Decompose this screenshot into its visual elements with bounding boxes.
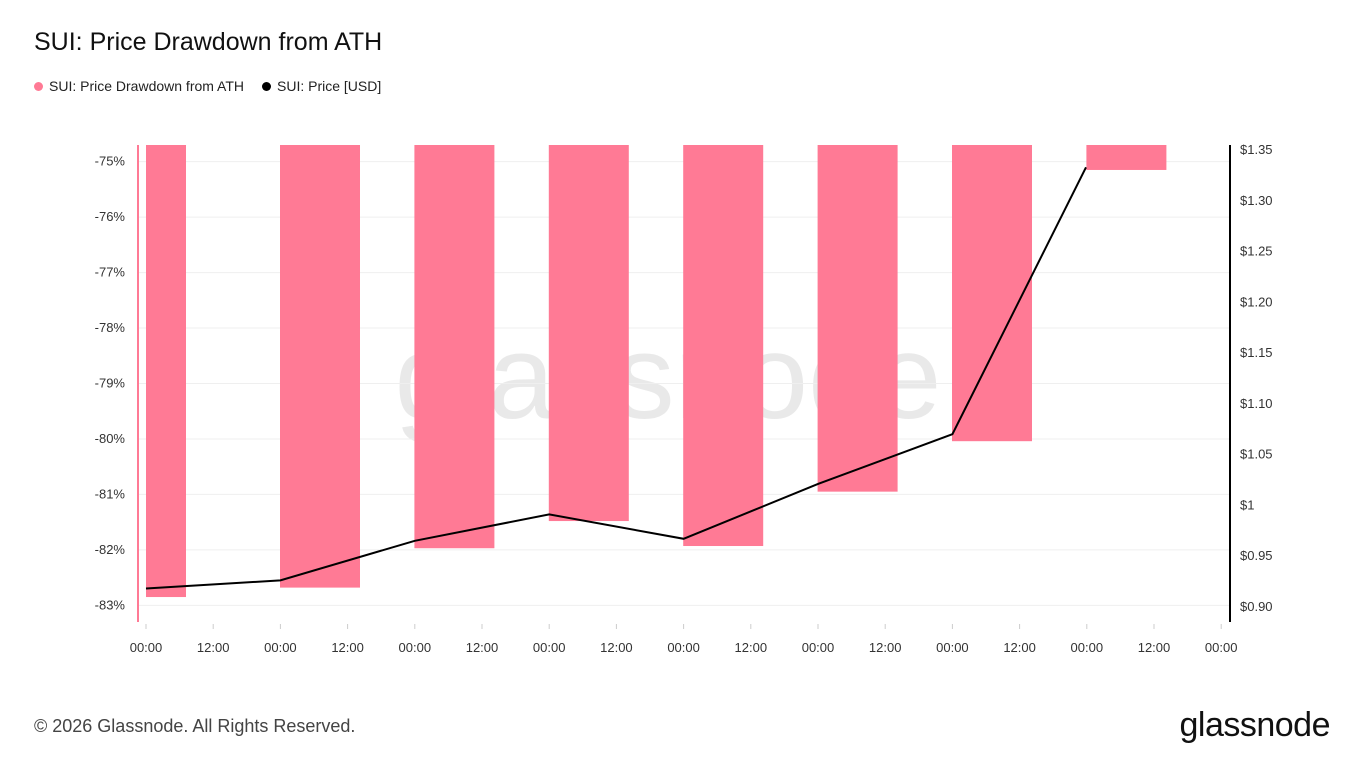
bar-drawdown — [414, 145, 495, 549]
price-line — [145, 166, 1087, 590]
y-right-tick-label: $1.20 — [1240, 294, 1273, 309]
y-right-tick-label: $1.10 — [1240, 396, 1273, 411]
bar-drawdown — [1086, 145, 1167, 170]
y-right-tick-label: $1.15 — [1240, 345, 1273, 360]
y-left-tick-label: -79% — [95, 376, 126, 391]
legend-dot-price — [262, 81, 272, 91]
y-right-tick-label: $1.05 — [1240, 447, 1273, 462]
x-tick-label: 12:00 — [1003, 640, 1036, 655]
y-right-tick-label: $1.35 — [1240, 142, 1273, 157]
legend-dot-drawdown — [34, 81, 43, 91]
x-tick-label: 00:00 — [399, 640, 432, 655]
bar-drawdown — [548, 145, 629, 522]
y-right-tick-label: $1.25 — [1240, 244, 1273, 259]
bar-drawdown — [280, 145, 360, 588]
chart-canvas: glassnode-75%-76%-77%-78%-79%-80%-81%-82… — [95, 142, 1273, 655]
brand-logo: glassnode — [1179, 706, 1330, 744]
legend-label-drawdown: SUI: Price Drawdown from ATH — [49, 78, 245, 94]
bar-drawdown — [683, 145, 764, 547]
y-left-tick-label: -82% — [95, 542, 126, 557]
bar-drawdown — [817, 145, 898, 492]
legend-label-price: SUI: Price [USD] — [277, 78, 382, 94]
copyright-text: © 2026 Glassnode. All Rights Reserved. — [34, 716, 356, 736]
x-tick-label: 00:00 — [936, 640, 969, 655]
x-tick-label: 00:00 — [1071, 640, 1104, 655]
x-tick-label: 12:00 — [869, 640, 902, 655]
bar-drawdown — [952, 145, 1032, 442]
x-tick-label: 00:00 — [264, 640, 297, 655]
y-left-tick-label: -81% — [95, 486, 126, 501]
legend-item-price[interactable]: SUI: Price [USD] — [262, 78, 381, 94]
x-tick-label: 12:00 — [1138, 640, 1171, 655]
legend-item-drawdown[interactable]: SUI: Price Drawdown from ATH — [34, 78, 244, 94]
y-right-tick-label: $0.90 — [1240, 599, 1273, 614]
x-tick-label: 00:00 — [802, 640, 835, 655]
y-right-tick-label: $0.95 — [1240, 548, 1273, 563]
y-right-tick-label: $1 — [1240, 497, 1254, 512]
x-tick-label: 00:00 — [667, 640, 700, 655]
x-tick-label: 12:00 — [735, 640, 768, 655]
x-tick-label: 00:00 — [533, 640, 566, 655]
x-tick-label: 00:00 — [1205, 640, 1238, 655]
bar-drawdown — [146, 145, 186, 598]
x-tick-label: 12:00 — [600, 640, 633, 655]
chart-title: SUI: Price Drawdown from ATH — [34, 28, 383, 56]
y-left-tick-label: -78% — [95, 320, 126, 335]
y-left-tick-label: -77% — [95, 265, 126, 280]
y-left-tick-label: -83% — [95, 597, 126, 612]
y-right-tick-label: $1.30 — [1240, 193, 1273, 208]
x-tick-label: 00:00 — [130, 640, 163, 655]
x-tick-label: 12:00 — [331, 640, 364, 655]
legend: SUI: Price Drawdown from ATH SUI: Price … — [34, 78, 381, 94]
y-left-tick-label: -80% — [95, 431, 126, 446]
x-tick-label: 12:00 — [197, 640, 230, 655]
x-tick-label: 12:00 — [466, 640, 499, 655]
y-left-tick-label: -76% — [95, 209, 126, 224]
y-left-tick-label: -75% — [95, 154, 126, 169]
